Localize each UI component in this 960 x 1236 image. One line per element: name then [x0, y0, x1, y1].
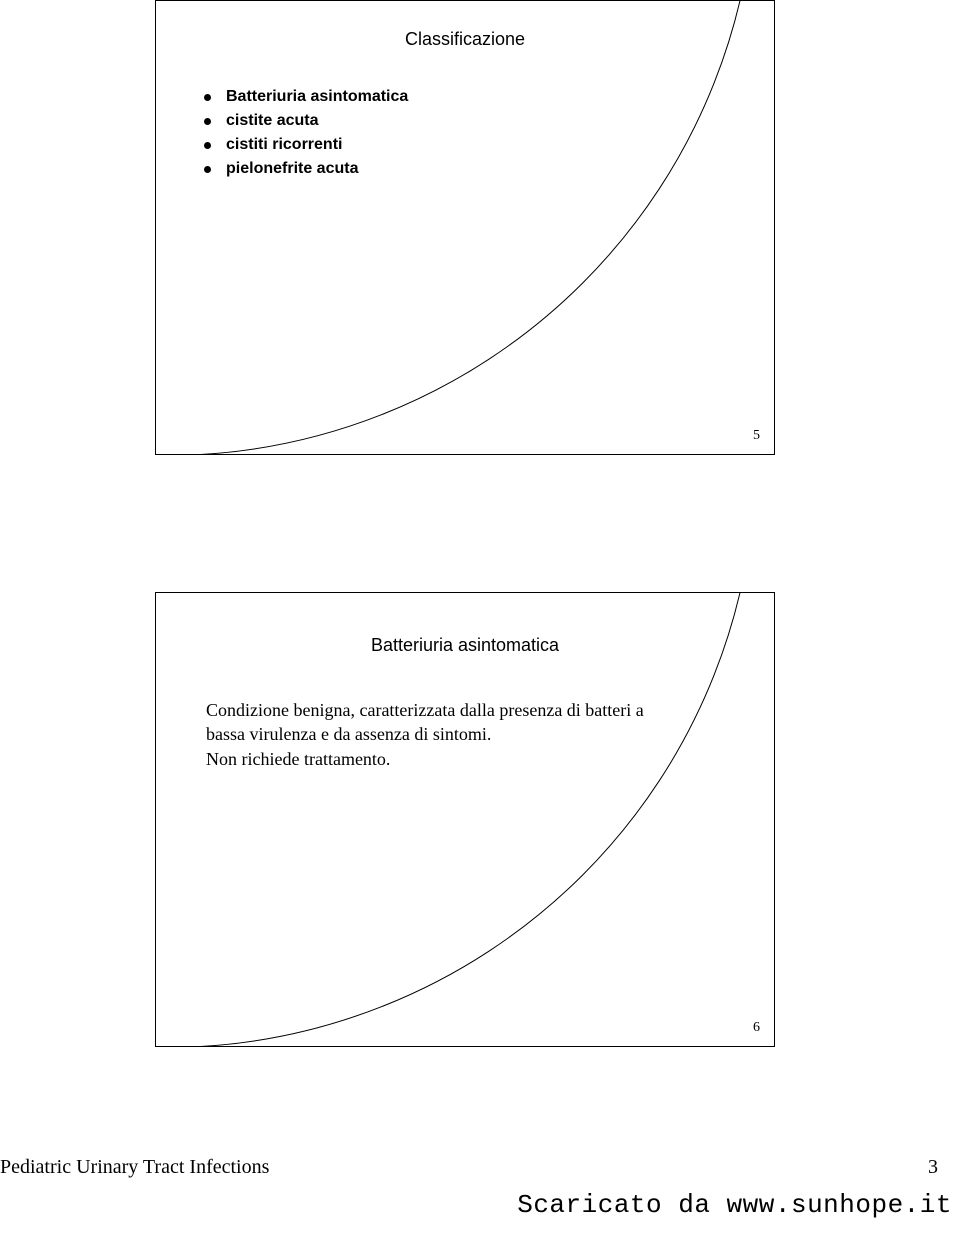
bullet-item: Batteriuria asintomatica	[204, 88, 774, 106]
slide-body-text: Condizione benigna, caratterizzata dalla…	[206, 698, 726, 771]
bullet-item: cistiti ricorrenti	[204, 136, 774, 154]
decorative-arc	[155, 0, 756, 455]
footer-page-number: 3	[928, 1156, 938, 1179]
body-line: Non richiede trattamento.	[206, 749, 390, 769]
decorative-arc	[155, 592, 756, 1047]
slide-number: 6	[753, 1020, 760, 1036]
body-line: bassa virulenza e da assenza di sintomi.	[206, 724, 491, 744]
footer-download-text: Scaricato da www.sunhope.it	[517, 1190, 952, 1220]
slide-classificazione: Classificazione Batteriuria asintomatica…	[155, 0, 775, 455]
bullet-item: cistite acuta	[204, 112, 774, 130]
body-line: Condizione benigna, caratterizzata dalla…	[206, 700, 644, 720]
slide-batteriuria: Batteriuria asintomatica Condizione beni…	[155, 592, 775, 1047]
bullet-item: pielonefrite acuta	[204, 160, 774, 178]
slide-number: 5	[753, 428, 760, 444]
footer-title: Pediatric Urinary Tract Infections	[0, 1156, 269, 1179]
